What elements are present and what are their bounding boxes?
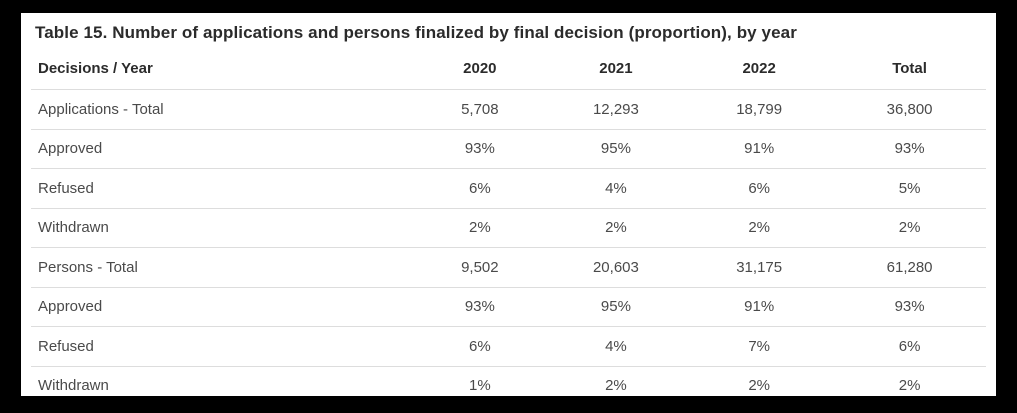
cell-2020: 2%: [413, 208, 547, 248]
cell-2022: 31,175: [685, 247, 834, 288]
table-panel: Table 15. Number of applications and per…: [21, 13, 996, 396]
column-header-decisions-year: Decisions / Year: [31, 47, 413, 90]
cell-2021: 2%: [605, 377, 627, 395]
cell-2022: 91%: [685, 129, 834, 169]
cell-total: 93%: [833, 287, 986, 327]
row-label: Approved: [31, 287, 413, 327]
table-title: Table 15. Number of applications and per…: [35, 23, 797, 42]
row-label: Approved: [31, 129, 413, 169]
cell-2021: 4%: [546, 326, 686, 367]
cell-2022: 2%: [748, 377, 770, 395]
cell-2021: 4%: [546, 168, 686, 209]
cell-2022: 91%: [685, 287, 834, 327]
table-row-persons-withdrawn: Withdrawn 1% 2% 2% 2%: [31, 366, 986, 405]
table-row-persons-refused: Refused 6% 4% 7% 6%: [31, 326, 986, 367]
cell-total: 6%: [833, 326, 986, 367]
column-header-2020: 2020: [413, 47, 547, 90]
row-label: Withdrawn: [31, 208, 413, 248]
table-row-persons-approved: Approved 93% 95% 91% 93%: [31, 287, 986, 327]
cell-2022: 2%: [685, 208, 834, 248]
cell-2022: 7%: [685, 326, 834, 367]
table-row-applications-refused: Refused 6% 4% 6% 5%: [31, 168, 986, 209]
column-header-2022: 2022: [685, 47, 834, 90]
cell-total: 93%: [833, 129, 986, 169]
cell-2020: 1%: [469, 377, 491, 395]
row-label: Withdrawn: [38, 377, 109, 395]
cell-2020: 93%: [413, 287, 547, 327]
cell-2020: 93%: [413, 129, 547, 169]
column-header-2021: 2021: [546, 47, 686, 90]
cell-total: 36,800: [833, 89, 986, 130]
cell-2021: 95%: [546, 287, 686, 327]
table-row-applications-approved: Approved 93% 95% 91% 93%: [31, 129, 986, 169]
cell-2021: 20,603: [546, 247, 686, 288]
cell-total: 5%: [833, 168, 986, 209]
cell-2020: 9,502: [413, 247, 547, 288]
column-header-total: Total: [833, 47, 986, 90]
row-label: Refused: [31, 168, 413, 209]
data-table: Decisions / Year 2020 2021 2022 Total Ap…: [31, 47, 986, 405]
table-row-applications-total: Applications - Total 5,708 12,293 18,799…: [31, 89, 986, 130]
cell-2022: 18,799: [685, 89, 834, 130]
row-label: Applications - Total: [31, 89, 413, 130]
cell-2020: 5,708: [413, 89, 547, 130]
cell-2021: 2%: [546, 208, 686, 248]
cell-total: 2%: [833, 208, 986, 248]
table-row-persons-total: Persons - Total 9,502 20,603 31,175 61,2…: [31, 247, 986, 288]
cell-2020: 6%: [413, 326, 547, 367]
cell-2021: 12,293: [546, 89, 686, 130]
cell-total: 2%: [898, 377, 921, 395]
cell-2021: 95%: [546, 129, 686, 169]
cell-2022: 6%: [685, 168, 834, 209]
cell-total: 61,280: [833, 247, 986, 288]
row-label: Persons - Total: [31, 247, 413, 288]
row-label: Refused: [31, 326, 413, 367]
header-row: Decisions / Year 2020 2021 2022 Total: [31, 47, 986, 90]
table-row-applications-withdrawn: Withdrawn 2% 2% 2% 2%: [31, 208, 986, 248]
cell-2020: 6%: [413, 168, 547, 209]
